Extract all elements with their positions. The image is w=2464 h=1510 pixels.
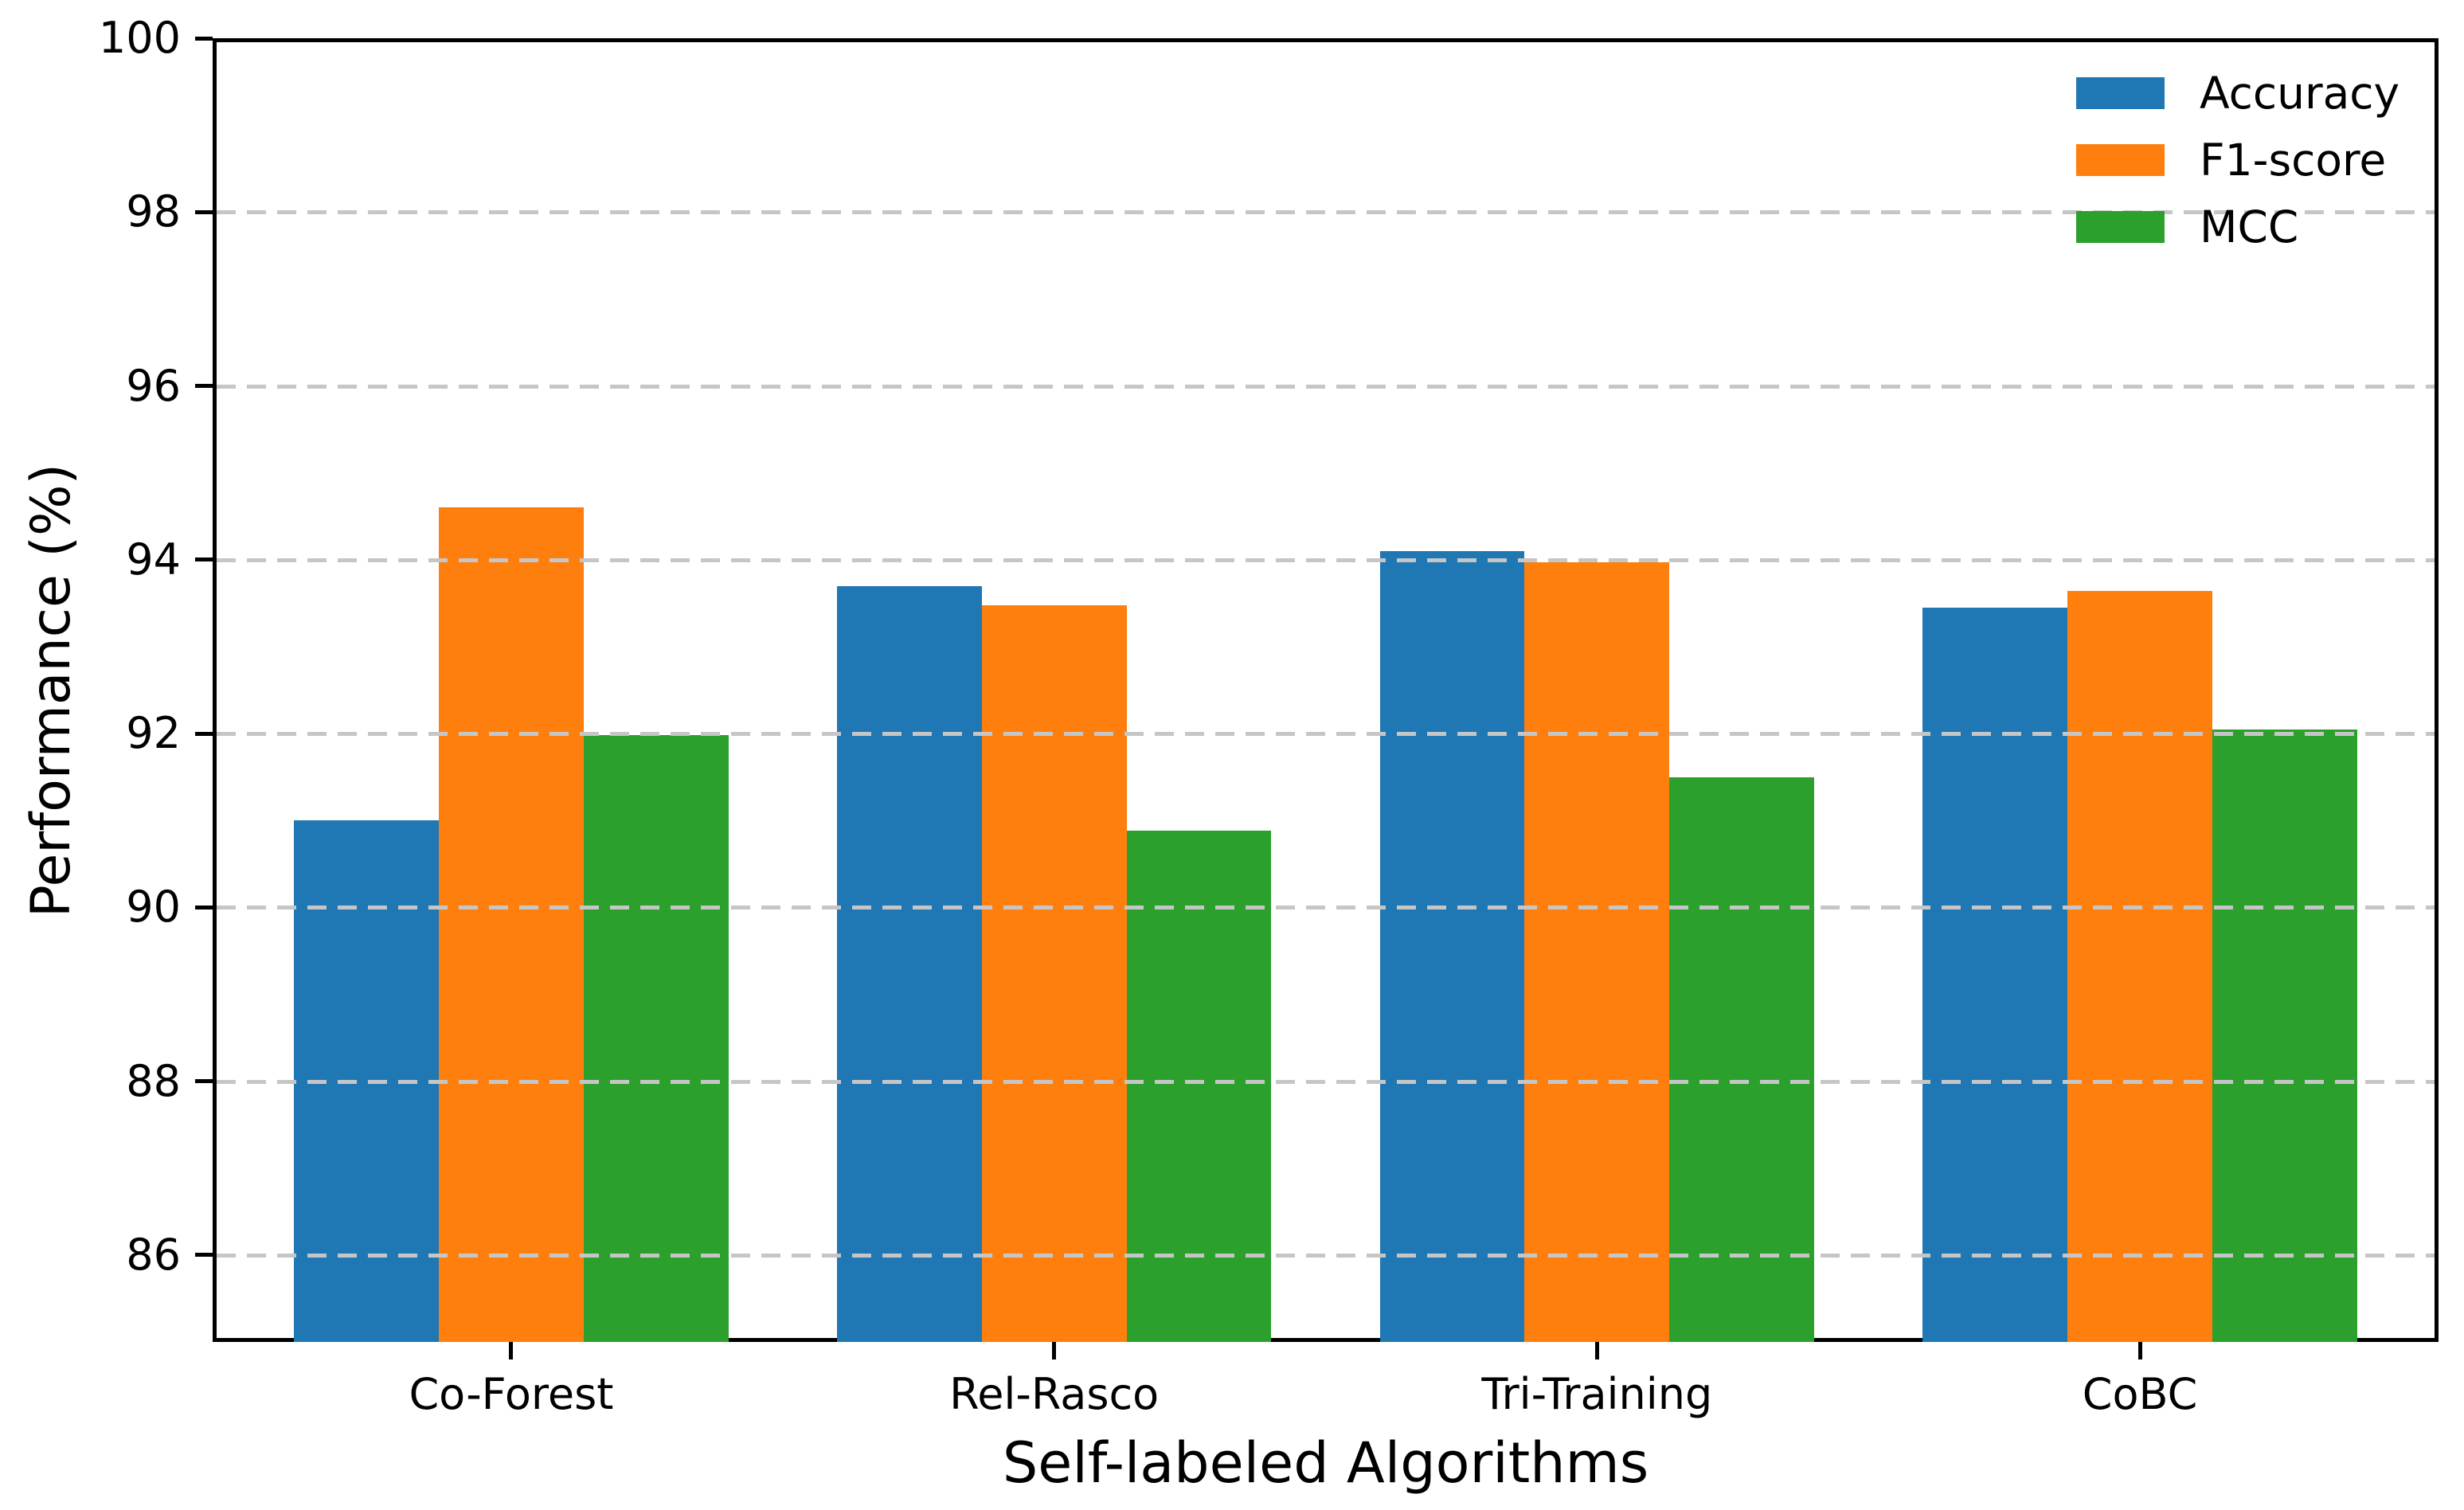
y-tick-mark (195, 1253, 213, 1258)
y-tick-label: 94 (126, 534, 181, 585)
bar-accuracy-1 (836, 585, 982, 1342)
x-tick-mark (1052, 1342, 1057, 1359)
legend-item-mcc: MCC (2076, 194, 2399, 260)
y-tick-mark (195, 1079, 213, 1084)
y-tick-mark (195, 557, 213, 562)
y-tick-mark (195, 36, 213, 41)
bar-mcc-2 (1669, 777, 1815, 1342)
x-tick-label-cobc: CoBC (2082, 1369, 2198, 1419)
y-tick-label: 90 (126, 882, 181, 933)
y-tick-mark (195, 731, 213, 736)
plot-area: Accuracy F1-score MCC (213, 38, 2439, 1342)
bar-f1-score-2 (1524, 562, 1670, 1342)
bar-f1-score-3 (2067, 591, 2212, 1342)
legend-item-label: Accuracy (2200, 68, 2400, 119)
gridline-90 (217, 906, 2435, 910)
y-tick-mark (195, 905, 213, 910)
gridline-98 (217, 210, 2435, 215)
x-tick-label-tri-training: Tri-Training (1481, 1369, 1713, 1419)
y-tick-label: 98 (126, 186, 181, 237)
y-axis-title: Performance (%) (20, 463, 83, 917)
legend-swatch-icon (2076, 211, 2165, 243)
bar-mcc-3 (2212, 729, 2357, 1342)
legend-item-accuracy: Accuracy (2076, 60, 2399, 127)
gridline-94 (217, 557, 2435, 562)
bar-accuracy-2 (1379, 550, 1525, 1342)
x-tick-mark (509, 1342, 514, 1359)
bar-f1-score-1 (981, 604, 1127, 1342)
legend-item-label: MCC (2200, 201, 2299, 252)
legend: Accuracy F1-score MCC (2076, 60, 2399, 260)
bar-accuracy-3 (1922, 607, 2068, 1342)
bar-f1-score-0 (439, 507, 584, 1342)
legend-item-f1-score: F1-score (2076, 127, 2399, 194)
bar-mcc-0 (583, 735, 729, 1342)
y-tick-mark (195, 209, 213, 214)
x-axis-title: Self-labeled Algorithms (1002, 1430, 1649, 1496)
x-tick-mark (1594, 1342, 1599, 1359)
legend-swatch-icon (2076, 77, 2165, 109)
gridline-86 (217, 1253, 2435, 1258)
legend-item-label: F1-score (2200, 135, 2387, 186)
x-tick-label-co-forest: Co-Forest (409, 1369, 614, 1419)
y-tick-label: 92 (126, 708, 181, 759)
x-tick-mark (2137, 1342, 2142, 1359)
y-tick-label: 88 (126, 1055, 181, 1106)
gridline-96 (217, 384, 2435, 389)
x-tick-label-rel-rasco: Rel-Rasco (949, 1369, 1160, 1419)
y-tick-mark (195, 384, 213, 389)
y-tick-label: 96 (126, 360, 181, 411)
gridline-92 (217, 732, 2435, 737)
gridline-88 (217, 1079, 2435, 1084)
legend-swatch-icon (2076, 144, 2165, 176)
y-tick-label: 86 (126, 1229, 181, 1280)
y-tick-label: 100 (98, 13, 181, 63)
